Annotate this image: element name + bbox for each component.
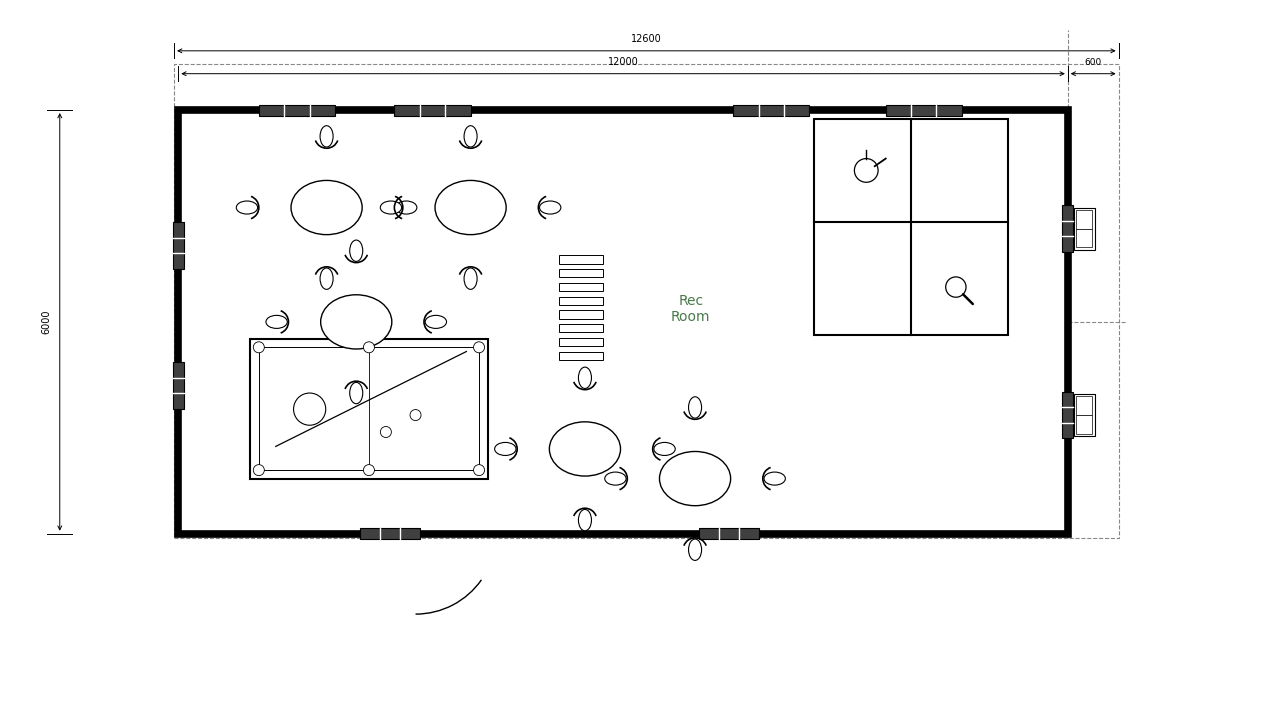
Ellipse shape bbox=[380, 201, 402, 214]
Text: 12000: 12000 bbox=[608, 57, 639, 67]
Circle shape bbox=[474, 342, 485, 353]
Bar bbox=[259, 347, 479, 470]
Bar bbox=[1062, 392, 1073, 438]
Bar bbox=[733, 104, 809, 116]
Ellipse shape bbox=[540, 201, 561, 214]
Ellipse shape bbox=[237, 201, 257, 214]
Bar bbox=[173, 222, 184, 269]
Bar bbox=[1076, 415, 1092, 433]
Ellipse shape bbox=[321, 294, 392, 349]
Ellipse shape bbox=[291, 181, 362, 235]
Ellipse shape bbox=[689, 397, 701, 418]
Bar bbox=[1076, 210, 1092, 229]
Ellipse shape bbox=[349, 382, 362, 404]
Circle shape bbox=[380, 426, 392, 438]
Ellipse shape bbox=[396, 201, 417, 214]
Circle shape bbox=[253, 464, 265, 476]
Bar bbox=[174, 63, 1119, 538]
Circle shape bbox=[364, 464, 375, 476]
Bar bbox=[558, 310, 603, 319]
Ellipse shape bbox=[349, 240, 362, 261]
Ellipse shape bbox=[579, 367, 591, 389]
Ellipse shape bbox=[764, 472, 786, 485]
Ellipse shape bbox=[425, 315, 447, 328]
Text: 12600: 12600 bbox=[631, 34, 662, 44]
Circle shape bbox=[410, 410, 421, 420]
Text: Rec
Room: Rec Room bbox=[671, 294, 710, 324]
Ellipse shape bbox=[689, 539, 701, 560]
Bar bbox=[1062, 205, 1073, 252]
Bar bbox=[558, 324, 603, 333]
Ellipse shape bbox=[604, 472, 626, 485]
Ellipse shape bbox=[320, 268, 333, 289]
Ellipse shape bbox=[266, 315, 287, 328]
Bar bbox=[558, 283, 603, 291]
Bar bbox=[558, 352, 603, 360]
Bar bbox=[558, 297, 603, 305]
Text: 6000: 6000 bbox=[41, 310, 51, 334]
Bar bbox=[814, 119, 1009, 335]
Bar bbox=[1076, 397, 1092, 415]
Circle shape bbox=[854, 158, 878, 182]
Circle shape bbox=[293, 393, 325, 426]
Bar bbox=[173, 362, 184, 409]
Bar bbox=[394, 104, 471, 116]
Circle shape bbox=[946, 277, 966, 297]
Bar bbox=[699, 528, 759, 539]
Ellipse shape bbox=[494, 442, 516, 456]
Bar bbox=[558, 269, 603, 277]
Bar bbox=[558, 256, 603, 264]
Circle shape bbox=[253, 342, 265, 353]
Ellipse shape bbox=[549, 422, 621, 476]
Bar bbox=[259, 104, 335, 116]
Bar bbox=[178, 110, 1068, 534]
Ellipse shape bbox=[579, 510, 591, 531]
Ellipse shape bbox=[435, 181, 506, 235]
Ellipse shape bbox=[659, 451, 731, 505]
Circle shape bbox=[474, 464, 485, 476]
Bar bbox=[886, 104, 961, 116]
Bar bbox=[558, 338, 603, 346]
Circle shape bbox=[364, 342, 375, 353]
Bar bbox=[1074, 394, 1094, 436]
Ellipse shape bbox=[465, 126, 477, 147]
Text: 600: 600 bbox=[1084, 58, 1102, 67]
Bar bbox=[251, 339, 488, 479]
Ellipse shape bbox=[465, 268, 477, 289]
Bar bbox=[1076, 229, 1092, 248]
Bar bbox=[361, 528, 420, 539]
Bar bbox=[1074, 207, 1094, 250]
Ellipse shape bbox=[320, 126, 333, 147]
Ellipse shape bbox=[654, 442, 676, 456]
